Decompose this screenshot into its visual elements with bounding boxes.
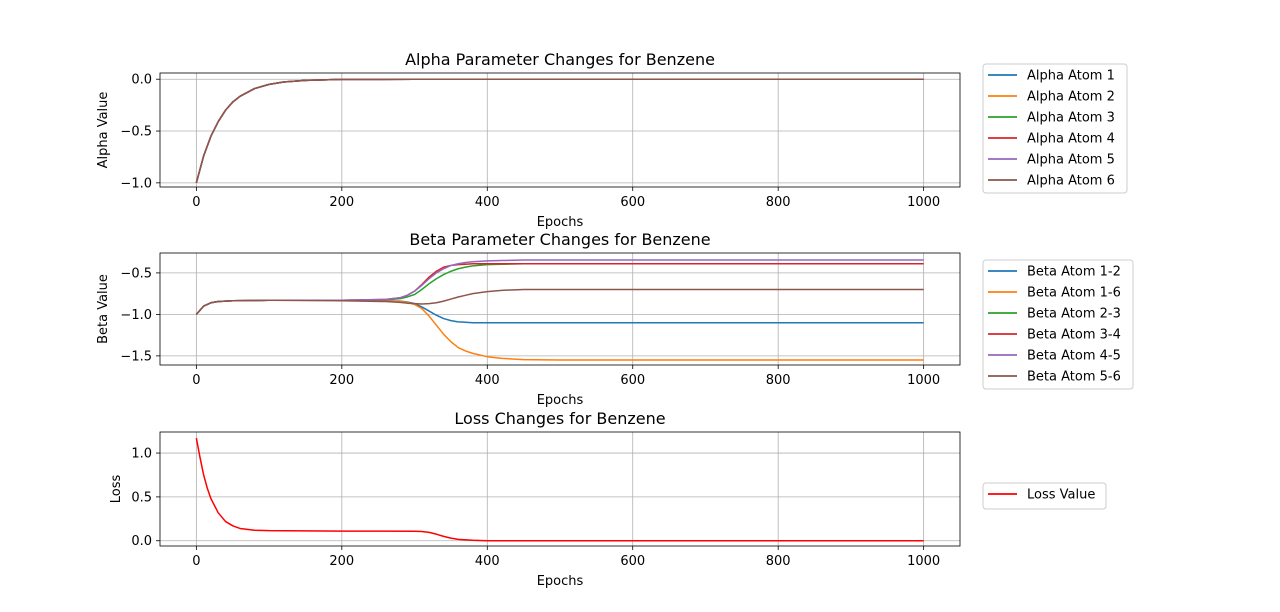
x-tick-label: 600 <box>620 195 645 210</box>
legend-entry-label: Alpha Atom 5 <box>1027 153 1115 168</box>
x-tick-label: 200 <box>329 195 354 210</box>
y-tick-label: −1.5 <box>120 349 152 364</box>
series-line-6 <box>195 288 924 315</box>
x-tick-label: 400 <box>475 373 500 388</box>
x-tick-label: 800 <box>766 373 791 388</box>
x-tick-label: 200 <box>329 373 354 388</box>
chart-panel-3: 0 200 400 600 800 1000 0.0 0.5 1.0 Loss Changes f… <box>109 409 1107 589</box>
legend-entry-label: Beta Atom 1-2 <box>1027 265 1121 280</box>
legend-entry-label: Beta Atom 1-6 <box>1027 286 1121 301</box>
legend-box <box>982 63 1128 194</box>
legend-entry-label: Alpha Atom 6 <box>1027 174 1115 189</box>
chart-title: Loss Changes for Benzene <box>454 409 665 428</box>
y-tick-label: 0.5 <box>131 490 152 505</box>
legend-entry-label: Beta Atom 2-3 <box>1027 307 1121 322</box>
chart-panel-2: 0 200 400 600 800 1000 −0.5 −1.0 −1.5 Beta Parame… <box>96 230 1134 408</box>
x-tick-label: 800 <box>766 195 791 210</box>
legend-box <box>982 259 1134 390</box>
legend-box <box>982 482 1107 510</box>
legend-entry-label: Loss Value <box>1027 488 1095 503</box>
y-axis-label: Alpha Value <box>96 92 111 169</box>
series-line-1 <box>195 438 924 542</box>
x-axis-label: Epochs <box>537 574 584 589</box>
legend-entry-label: Alpha Atom 4 <box>1027 132 1115 147</box>
legend-entry-label: Beta Atom 3-4 <box>1027 328 1121 343</box>
x-tick-label: 800 <box>766 554 791 569</box>
series-line-6 <box>195 78 924 184</box>
legend-entry-label: Beta Atom 4-5 <box>1027 349 1121 364</box>
x-tick-label: 200 <box>329 554 354 569</box>
y-tick-label: −1.0 <box>120 176 152 191</box>
legend-entry-label: Alpha Atom 1 <box>1027 69 1115 84</box>
x-tick-label: 1000 <box>907 554 940 569</box>
x-tick-label: 0 <box>192 195 200 210</box>
x-tick-label: 0 <box>192 373 200 388</box>
legend: Beta Atom 1-2 Beta Atom 1-6 Beta Atom 2-3 B… <box>982 259 1134 390</box>
legend: Loss Value <box>982 482 1107 510</box>
y-tick-label: −0.5 <box>120 266 152 281</box>
chart-title: Beta Parameter Changes for Benzene <box>409 230 710 249</box>
plot-frame <box>159 72 961 188</box>
y-axis-label: Beta Value <box>96 274 111 344</box>
y-tick-label: 0.0 <box>131 73 152 88</box>
x-axis-label: Epochs <box>537 393 584 408</box>
x-tick-label: 1000 <box>907 195 940 210</box>
x-tick-label: 1000 <box>907 373 940 388</box>
x-axis-label: Epochs <box>537 215 584 230</box>
y-tick-label: −1.0 <box>120 308 152 323</box>
plot-frame <box>159 252 961 366</box>
x-tick-label: 400 <box>475 554 500 569</box>
legend-entry-label: Alpha Atom 2 <box>1027 90 1115 105</box>
y-axis-label: Loss <box>109 475 124 504</box>
legend: Alpha Atom 1 Alpha Atom 2 Alpha Atom 3 Alph… <box>982 63 1128 194</box>
y-tick-label: 1.0 <box>131 447 152 462</box>
plot-frame <box>159 431 961 547</box>
x-tick-label: 600 <box>620 554 645 569</box>
x-tick-label: 600 <box>620 373 645 388</box>
legend-entry-label: Alpha Atom 3 <box>1027 111 1115 126</box>
y-tick-label: −0.5 <box>120 125 152 140</box>
series-line-5 <box>195 259 924 315</box>
x-tick-label: 0 <box>192 554 200 569</box>
chart-panel-1: 0 200 400 600 800 1000 0.0 −0.5 −1.0 Alpha Parame… <box>96 50 1128 230</box>
y-tick-label: 0.0 <box>131 534 152 549</box>
x-tick-label: 400 <box>475 195 500 210</box>
legend-entry-label: Beta Atom 5-6 <box>1027 370 1121 385</box>
series-line-1 <box>195 299 924 324</box>
series-line-2 <box>195 299 924 361</box>
chart-title: Alpha Parameter Changes for Benzene <box>405 50 715 69</box>
